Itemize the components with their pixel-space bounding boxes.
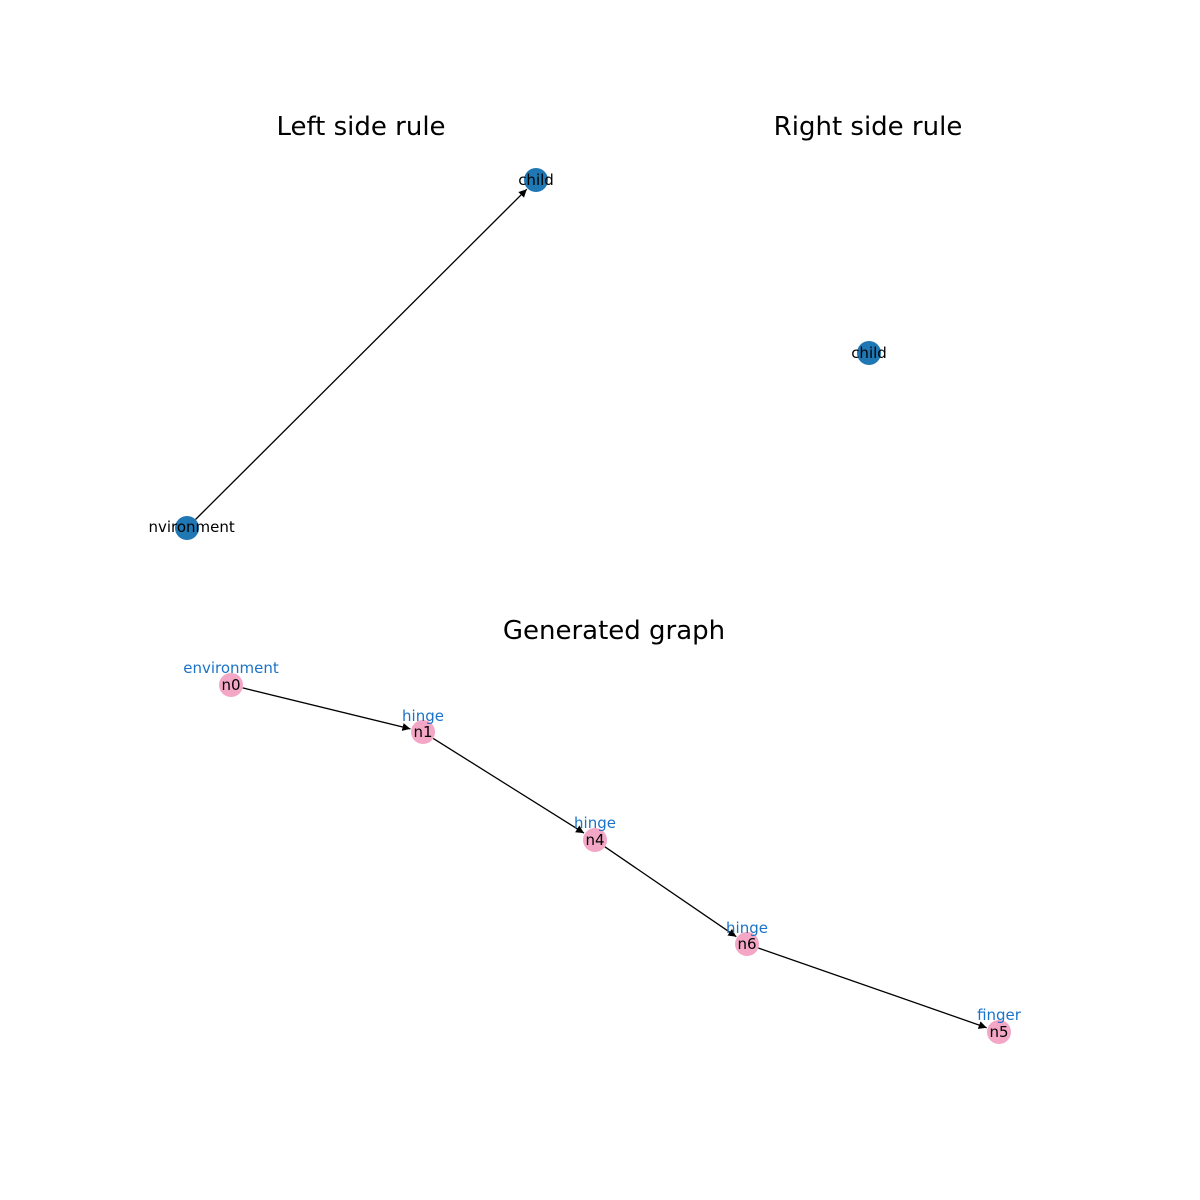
- node-n5-type: finger: [977, 1006, 1022, 1024]
- node-n1-label: n1: [413, 723, 432, 741]
- node-n4-type: hinge: [574, 814, 616, 832]
- edge-n6-n5: [758, 948, 986, 1028]
- generated-graph-title: Generated graph: [503, 616, 725, 646]
- generated-graph-panel: Generated graph n0 environment n1 hinge …: [183, 616, 1022, 1044]
- node-n6-label: n6: [737, 935, 756, 953]
- right-rule-panel: Right side rule child: [774, 112, 963, 365]
- node-n1-type: hinge: [402, 707, 444, 725]
- edge-n4-n6: [605, 847, 736, 937]
- left-rule-edges: [196, 189, 527, 519]
- left-rule-panel: Left side rule environment child: [139, 112, 554, 540]
- node-n0-type: environment: [183, 659, 279, 677]
- right-rule-title: Right side rule: [774, 112, 963, 142]
- left-rule-title: Left side rule: [276, 112, 445, 142]
- generated-graph-edges: [243, 688, 987, 1028]
- node-n4-label: n4: [585, 831, 604, 849]
- edge-environment-child: [196, 189, 527, 519]
- node-n5-label: n5: [989, 1023, 1008, 1041]
- edge-n0-n1: [243, 688, 411, 729]
- node-n0-label: n0: [221, 676, 240, 694]
- node-child-label: child: [851, 344, 887, 362]
- node-child-label: child: [518, 171, 554, 189]
- node-n6-type: hinge: [726, 919, 768, 937]
- edge-n1-n4: [433, 738, 584, 833]
- node-environment-label: environment: [139, 518, 235, 536]
